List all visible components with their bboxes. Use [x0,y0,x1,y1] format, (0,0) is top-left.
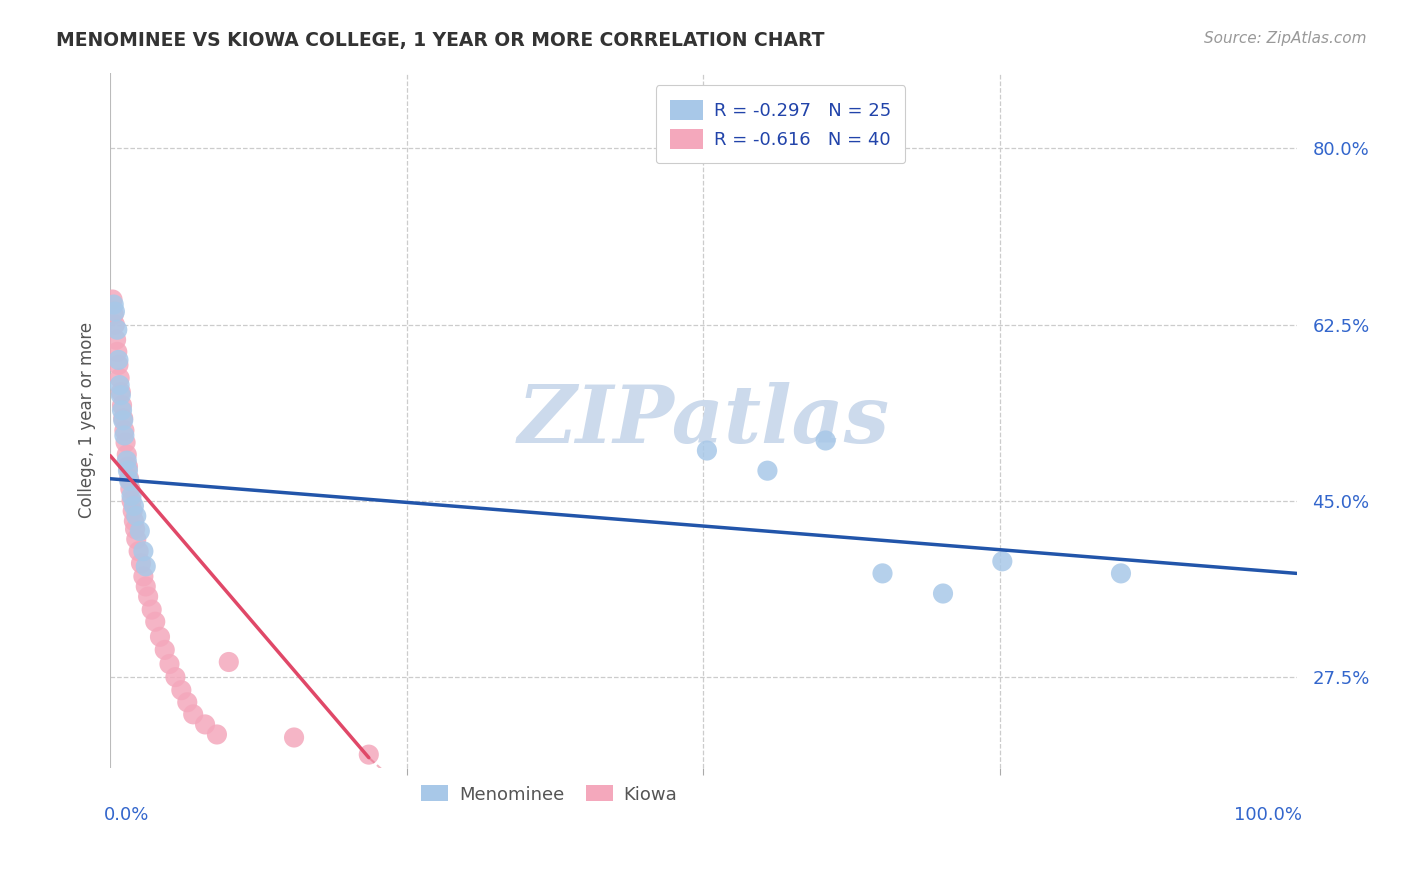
Point [136,590,159,604]
Point [108,378,131,392]
Point [872,566,894,581]
Point [756,464,779,478]
Text: ZIPatlas: ZIPatlas [517,382,890,459]
Point [141,602,163,616]
Point [111,398,134,412]
Point [117,459,139,474]
Point [143,615,166,629]
Text: Source: ZipAtlas.com: Source: ZipAtlas.com [1204,31,1367,46]
Point [103,308,125,322]
Point [112,424,135,438]
Point [110,385,132,400]
Point [103,297,125,311]
Point [132,569,155,583]
Y-axis label: College, 1 year or more: College, 1 year or more [79,322,96,518]
Point [121,504,143,518]
Point [114,435,136,450]
Point [125,532,148,546]
Point [194,717,217,731]
Point [115,453,138,467]
Point [165,670,187,684]
Point [117,464,139,478]
Point [121,494,143,508]
Point [120,482,142,496]
Point [932,586,955,600]
Point [128,524,150,538]
Point [176,695,198,709]
Point [125,508,148,523]
Point [118,474,141,488]
Point [124,522,146,536]
Point [105,323,128,337]
Point [107,353,129,368]
Point [991,554,1014,568]
Point [218,655,240,669]
Point [283,731,305,745]
Point [108,371,131,385]
Legend: Menominee, Kiowa: Menominee, Kiowa [413,778,685,811]
Point [181,707,204,722]
Point [122,499,145,513]
Point [105,344,128,359]
Point [1109,566,1132,581]
Point [357,747,380,762]
Point [135,579,157,593]
Point [149,630,172,644]
Text: 0.0%: 0.0% [104,805,149,824]
Point [814,434,837,448]
Point [205,727,228,741]
Text: 100.0%: 100.0% [1234,805,1302,824]
Point [111,403,134,417]
Point [128,544,150,558]
Point [121,489,143,503]
Point [118,472,141,486]
Point [101,293,124,307]
Point [129,557,152,571]
Point [170,683,193,698]
Point [112,411,135,425]
Point [696,443,718,458]
Point [115,448,138,462]
Point [153,643,176,657]
Point [104,304,127,318]
Point [112,413,135,427]
Point [104,318,127,332]
Point [159,657,181,671]
Text: MENOMINEE VS KIOWA COLLEGE, 1 YEAR OR MORE CORRELATION CHART: MENOMINEE VS KIOWA COLLEGE, 1 YEAR OR MO… [56,31,825,50]
Point [105,333,128,347]
Point [112,428,135,442]
Point [132,544,155,558]
Point [135,559,157,574]
Point [107,358,129,372]
Point [122,514,145,528]
Point [110,388,132,402]
